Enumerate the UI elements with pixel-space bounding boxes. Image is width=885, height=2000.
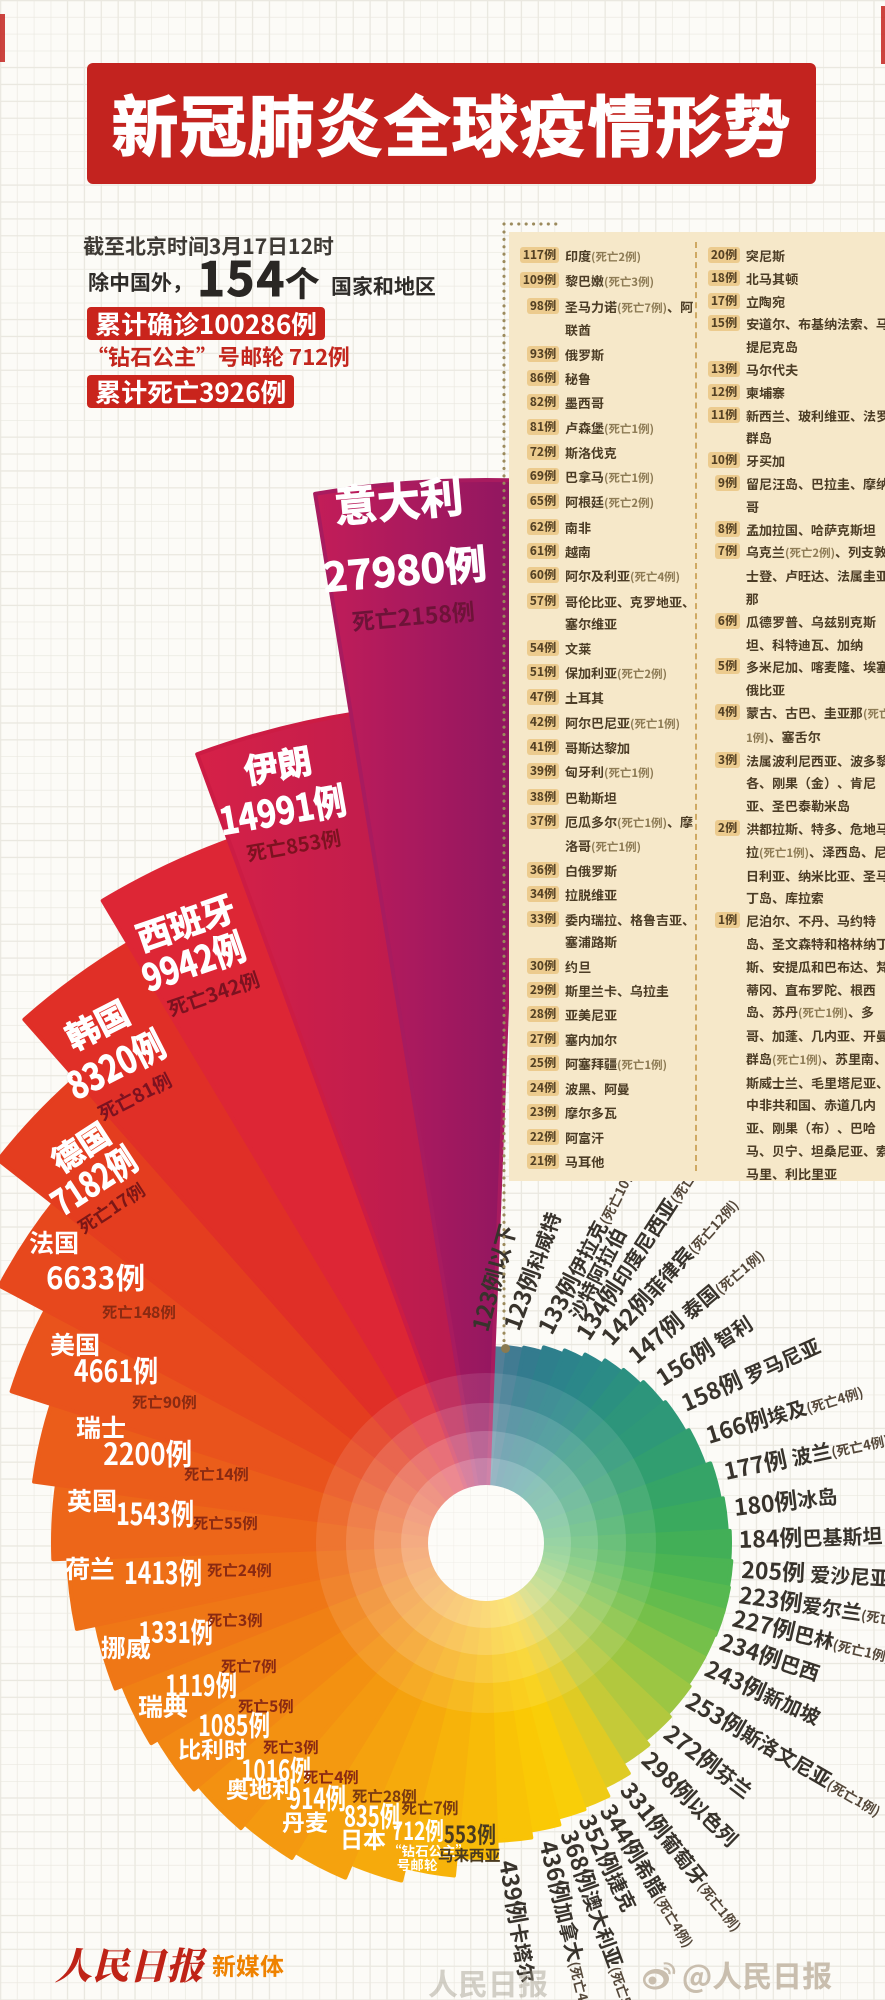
- svg-text:1119例: 1119例: [165, 1663, 237, 1705]
- svg-text:死亡7例: 死亡7例: [401, 1795, 458, 1819]
- svg-text:4661例: 4661例: [74, 1347, 158, 1391]
- svg-text:1543例: 1543例: [116, 1490, 194, 1534]
- svg-text:瑞士: 瑞士: [76, 1409, 126, 1445]
- svg-text:2200例: 2200例: [103, 1430, 192, 1474]
- svg-text:6633例: 6633例: [46, 1254, 145, 1298]
- svg-text:180例冰岛: 180例冰岛: [732, 1477, 839, 1523]
- svg-text:比利时: 比利时: [178, 1731, 247, 1765]
- svg-text:835例: 835例: [344, 1794, 400, 1836]
- svg-text:英国: 英国: [67, 1482, 117, 1518]
- svg-text:号邮轮: 号邮轮: [397, 1854, 438, 1874]
- svg-text:奥地利: 奥地利: [226, 1771, 295, 1805]
- svg-text:荷兰: 荷兰: [65, 1550, 115, 1586]
- svg-text:1016例: 1016例: [241, 1748, 311, 1790]
- svg-text:712例: 712例: [392, 1812, 444, 1848]
- svg-text:205例 爱沙尼亚: 205例 爱沙尼亚: [741, 1551, 885, 1593]
- svg-text:死亡90例: 死亡90例: [132, 1391, 197, 1413]
- svg-text:法国: 法国: [29, 1224, 79, 1260]
- svg-text:1085例: 1085例: [198, 1703, 270, 1745]
- svg-text:死亡55例: 死亡55例: [193, 1512, 258, 1534]
- svg-text:美国: 美国: [50, 1326, 100, 1362]
- svg-text:死亡5例: 死亡5例: [238, 1695, 294, 1717]
- svg-text:瑞典: 瑞典: [138, 1688, 188, 1724]
- svg-text:死亡7例: 死亡7例: [221, 1655, 277, 1677]
- svg-text:挪威: 挪威: [101, 1629, 151, 1665]
- svg-text:553例: 553例: [444, 1816, 496, 1850]
- svg-text:死亡3例: 死亡3例: [263, 1736, 319, 1758]
- svg-text:马来西亚: 马来西亚: [438, 1844, 501, 1866]
- svg-text:死亡28例: 死亡28例: [352, 1785, 417, 1807]
- svg-text:意大利: 意大利: [331, 463, 465, 536]
- svg-text:177例 波兰(死亡4例): 177例 波兰(死亡4例): [720, 1419, 885, 1487]
- svg-text:死亡3例: 死亡3例: [207, 1609, 263, 1631]
- svg-text:234例巴西: 234例巴西: [716, 1623, 825, 1687]
- svg-text:1413例: 1413例: [124, 1549, 202, 1593]
- svg-text:伊朗: 伊朗: [240, 734, 315, 794]
- svg-text:日本: 日本: [340, 1821, 386, 1855]
- svg-text:27980例: 27980例: [320, 532, 488, 604]
- svg-text:丹麦: 丹麦: [282, 1804, 328, 1838]
- svg-text:223例爱尔兰(死亡2例): 223例爱尔兰(死亡2例): [737, 1576, 885, 1635]
- svg-text:184例巴基斯坦: 184例巴基斯坦: [738, 1516, 883, 1555]
- svg-text:“钻石公主”: “钻石公主”: [388, 1840, 469, 1860]
- svg-text:1331例: 1331例: [138, 1610, 213, 1652]
- svg-text:死亡24例: 死亡24例: [207, 1559, 272, 1581]
- svg-text:死亡4例: 死亡4例: [303, 1766, 359, 1788]
- svg-text:914例: 914例: [289, 1776, 346, 1818]
- svg-text:死亡14例: 死亡14例: [184, 1463, 249, 1485]
- svg-text:死亡148例: 死亡148例: [102, 1301, 176, 1323]
